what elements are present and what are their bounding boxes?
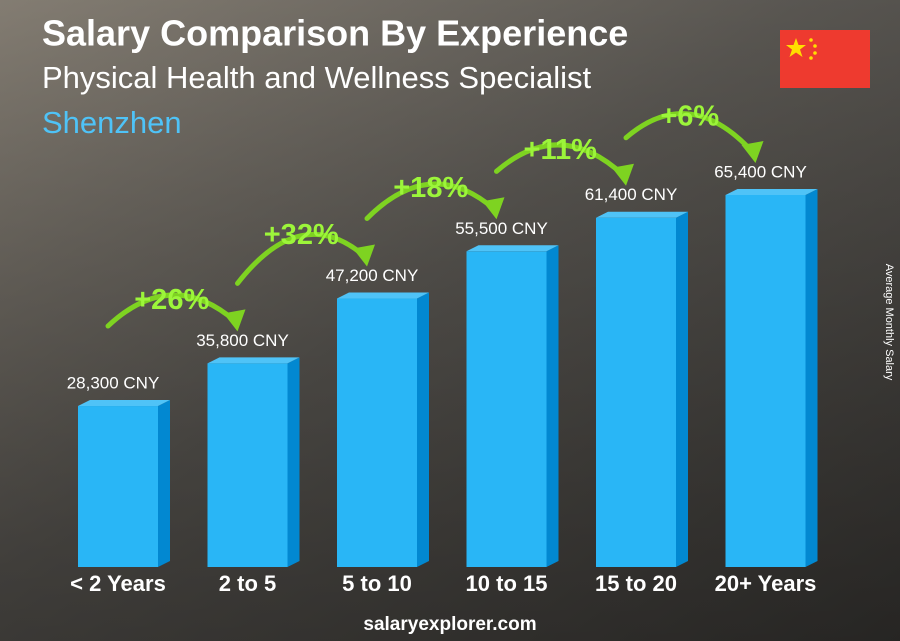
change-arrow xyxy=(105,292,238,329)
bar-side xyxy=(287,357,300,567)
bar-top xyxy=(596,211,688,218)
bar-side xyxy=(805,189,818,567)
value-label: 55,500 CNY xyxy=(455,219,548,238)
footer: salaryexplorer.com xyxy=(363,614,536,635)
change-arrowhead xyxy=(482,197,505,220)
change-arrowhead xyxy=(353,244,375,267)
value-label: 61,400 CNY xyxy=(585,185,678,204)
bar-side xyxy=(546,245,559,567)
bar-top xyxy=(78,400,170,407)
change-label: +18% xyxy=(393,172,468,204)
bar-side xyxy=(676,211,688,567)
bar xyxy=(466,251,547,567)
x-tick-label: 5 to 10 xyxy=(342,571,412,596)
value-label: 65,400 CNY xyxy=(714,162,807,181)
bar xyxy=(78,406,158,567)
flag xyxy=(780,30,870,88)
bar xyxy=(337,298,417,567)
bar-side xyxy=(417,292,429,567)
value-label: 28,300 CNY xyxy=(67,374,160,393)
change-label: +26% xyxy=(134,284,209,316)
bar-side xyxy=(158,400,170,567)
change-arrowhead xyxy=(223,309,246,332)
chart-title: Salary Comparison By Experience xyxy=(42,13,628,54)
value-label: 35,800 CNY xyxy=(196,331,289,350)
change-label: +11% xyxy=(524,134,598,166)
bar xyxy=(725,195,806,567)
change-arrowhead xyxy=(741,141,764,163)
change-arrow xyxy=(623,111,756,156)
x-tick-label: 2 to 5 xyxy=(219,571,276,596)
change-arrow xyxy=(494,142,627,179)
bar-top xyxy=(337,292,429,299)
bar-top xyxy=(466,245,559,252)
x-tick-label: 10 to 15 xyxy=(466,571,548,596)
change-arrow xyxy=(364,181,497,222)
location: Shenzhen xyxy=(42,105,182,140)
x-tick-label: < 2 Years xyxy=(70,571,166,596)
chart-subtitle: Physical Health and Wellness Specialist xyxy=(42,60,591,95)
y-axis-label: Average Monthly Salary xyxy=(883,264,895,381)
x-tick-label: 15 to 20 xyxy=(595,571,677,596)
bar xyxy=(207,363,288,567)
bar-top xyxy=(207,357,300,364)
bar xyxy=(596,217,676,567)
x-tick-label: 20+ Years xyxy=(715,571,817,596)
change-label: +6% xyxy=(660,100,719,132)
bar-top xyxy=(725,189,818,195)
change-arrowhead xyxy=(612,163,634,186)
change-arrow xyxy=(235,231,368,286)
change-label: +32% xyxy=(264,219,339,251)
value-label: 47,200 CNY xyxy=(326,266,419,285)
